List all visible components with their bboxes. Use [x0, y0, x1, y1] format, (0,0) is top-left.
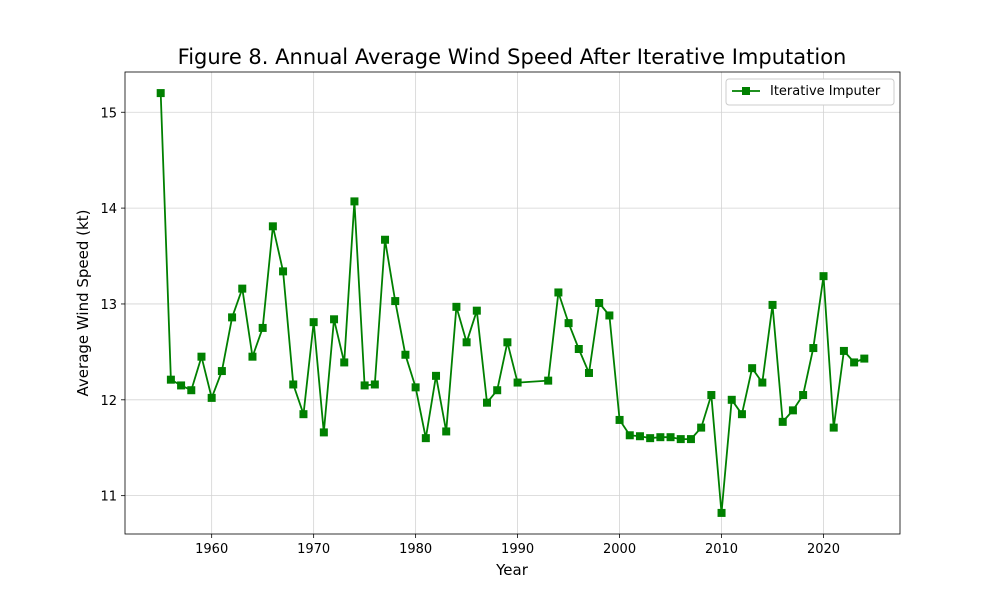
- data-point: [197, 352, 206, 361]
- data-point: [544, 376, 553, 385]
- data-point: [717, 508, 726, 517]
- data-point: [442, 427, 451, 436]
- data-point: [350, 197, 359, 206]
- y-tick-label: 13: [100, 298, 117, 313]
- x-tick-label: 2020: [807, 542, 840, 557]
- data-point: [401, 350, 410, 359]
- y-tick-label: 15: [100, 106, 117, 121]
- data-point: [279, 267, 288, 276]
- data-point: [707, 391, 716, 400]
- data-point: [839, 346, 848, 355]
- data-point: [309, 318, 318, 327]
- data-point: [248, 352, 257, 361]
- data-point: [299, 410, 308, 419]
- data-point: [360, 381, 369, 390]
- chart-title: Figure 8. Annual Average Wind Speed Afte…: [178, 45, 847, 69]
- legend-box: [725, 78, 895, 106]
- series-line: [159, 93, 865, 514]
- data-point: [666, 433, 675, 442]
- data-point: [809, 344, 818, 353]
- data-point: [686, 435, 695, 444]
- data-point: [513, 378, 522, 387]
- data-point: [166, 375, 175, 384]
- data-point: [554, 288, 563, 297]
- data-point: [819, 272, 828, 281]
- data-point: [156, 89, 165, 98]
- data-point: [340, 358, 349, 367]
- data-point: [228, 313, 237, 322]
- data-point: [238, 284, 247, 293]
- data-point: [860, 354, 869, 363]
- data-point: [564, 319, 573, 328]
- data-point: [758, 378, 767, 387]
- data-point: [656, 433, 665, 442]
- data-point: [411, 383, 420, 392]
- data-point: [187, 386, 196, 395]
- x-axis-label: Year: [495, 561, 529, 579]
- data-point: [391, 297, 400, 306]
- legend: Iterative Imputer: [725, 78, 895, 106]
- data-point: [258, 323, 267, 332]
- data-point: [421, 434, 430, 443]
- data-point: [503, 338, 512, 347]
- data-point: [432, 371, 441, 380]
- data-point: [788, 406, 797, 415]
- data-point: [615, 415, 624, 424]
- data-point: [217, 367, 226, 376]
- data-point: [370, 380, 379, 389]
- data-point: [799, 391, 808, 400]
- data-point: [452, 302, 461, 311]
- data-point: [850, 358, 859, 367]
- data-point: [574, 345, 583, 354]
- data-point: [768, 300, 777, 309]
- y-tick-label: 12: [100, 394, 117, 409]
- data-point: [646, 434, 655, 443]
- data-point: [472, 306, 481, 315]
- y-tick-label: 14: [100, 202, 117, 217]
- data-point: [625, 431, 634, 440]
- data-point: [330, 315, 339, 324]
- legend-label: Iterative Imputer: [770, 84, 881, 99]
- x-tick-label: 1980: [399, 542, 432, 557]
- data-point: [319, 428, 328, 437]
- data-point: [207, 393, 216, 402]
- grid-lines: [125, 72, 900, 534]
- data-point: [177, 381, 186, 390]
- data-point: [462, 338, 471, 347]
- x-tick-label: 2010: [705, 542, 738, 557]
- data-point: [268, 222, 277, 231]
- data-point: [829, 423, 838, 432]
- data-point: [483, 398, 492, 407]
- x-tick-label: 1970: [297, 542, 330, 557]
- data-point: [493, 386, 502, 395]
- data-point: [727, 395, 736, 404]
- x-tick-label: 1990: [501, 542, 534, 557]
- data-point: [605, 311, 614, 320]
- data-point: [778, 417, 787, 426]
- data-point: [595, 299, 604, 307]
- y-axis-label: Average Wind Speed (kt): [74, 210, 92, 397]
- data-point: [635, 432, 644, 441]
- y-tick-label: 11: [100, 490, 117, 505]
- series-layer: [156, 89, 869, 517]
- legend-marker: [742, 87, 750, 95]
- axis-ticks: 1960 1970 1980 1990 2000 2010 2020 11 12 13 14 15: [100, 106, 840, 557]
- data-point: [289, 380, 298, 389]
- data-point: [737, 410, 746, 419]
- data-point: [748, 364, 757, 373]
- data-point: [676, 435, 685, 444]
- x-tick-label: 1960: [195, 542, 228, 557]
- plot-frame: [124, 71, 901, 535]
- x-tick-label: 2000: [603, 542, 636, 557]
- data-point: [697, 423, 706, 432]
- data-point: [584, 368, 593, 377]
- data-point: [381, 235, 390, 244]
